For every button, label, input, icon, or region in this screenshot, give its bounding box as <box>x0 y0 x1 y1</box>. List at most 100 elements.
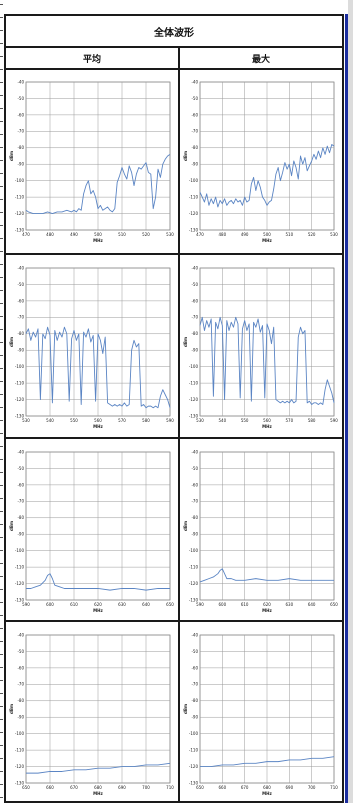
y-tick-label: -80 <box>17 145 24 150</box>
y-tick-label: -70 <box>191 315 198 320</box>
y-tick-label: -100 <box>15 548 25 553</box>
ruler-tick <box>0 732 3 733</box>
ruler-tick <box>0 238 3 239</box>
ruler-tick <box>0 329 3 330</box>
ruler-tick <box>0 82 3 83</box>
ruler-tick <box>0 472 3 473</box>
ruler-tick <box>0 563 3 564</box>
y-tick-label: -60 <box>17 298 24 303</box>
x-axis-label: MHz <box>93 238 103 243</box>
y-tick-label: -120 <box>15 581 25 586</box>
spectrum-chart-r3-avg: -40 -50 -60 -70 -80 -90 -100 -110 -120 -130 590 600… <box>8 442 176 618</box>
x-axis-label: MHz <box>93 791 103 796</box>
y-tick-label: -80 <box>191 145 198 150</box>
column-header-average: 平均 <box>6 48 178 70</box>
ruler-tick <box>0 420 3 421</box>
spectrum-chart-r2-avg: -40 -50 -60 -70 -80 -90 -100 -110 -120 -130 530 540… <box>8 258 176 434</box>
y-tick-label: -90 <box>17 162 24 167</box>
x-tick-label: 530 <box>330 232 338 237</box>
ruler-tick <box>0 745 3 746</box>
x-tick-label: 710 <box>330 785 338 790</box>
ruler-tick <box>0 680 3 681</box>
y-tick-label: -60 <box>191 112 198 117</box>
row-divider <box>6 437 342 439</box>
series-line <box>26 762 171 774</box>
ruler-tick <box>0 615 3 616</box>
y-tick-label: -100 <box>189 731 199 736</box>
series-line <box>200 756 335 768</box>
column-divider <box>178 48 180 803</box>
x-tick-label: 700 <box>142 785 150 790</box>
y-tick-label: -110 <box>189 565 199 570</box>
table-title: 全体波形 <box>6 16 342 48</box>
x-tick-label: 650 <box>330 602 338 607</box>
x-tick-label: 550 <box>70 418 78 423</box>
x-tick-label: 660 <box>219 785 227 790</box>
y-axis-label: dBm <box>9 151 14 161</box>
y-tick-label: -80 <box>17 698 24 703</box>
ruler-tick <box>0 277 3 278</box>
y-axis-label: dBm <box>183 151 188 161</box>
x-tick-label: 470 <box>196 232 204 237</box>
x-tick-label: 680 <box>263 785 271 790</box>
x-tick-label: 640 <box>142 602 150 607</box>
y-tick-label: -100 <box>189 178 199 183</box>
y-tick-label: -120 <box>15 211 25 216</box>
ruler-tick <box>0 108 3 109</box>
series-line <box>25 326 171 409</box>
y-tick-label: -70 <box>17 682 24 687</box>
x-axis-label: MHz <box>262 608 272 613</box>
y-tick-label: -130 <box>15 227 25 232</box>
series-line <box>25 153 171 215</box>
x-tick-label: 490 <box>70 232 78 237</box>
ruler-tick <box>0 264 3 265</box>
ruler-tick <box>0 147 3 148</box>
x-tick-label: 510 <box>118 232 126 237</box>
y-tick-label: -90 <box>17 348 24 353</box>
ruler-tick <box>0 303 3 304</box>
ruler-tick <box>0 316 3 317</box>
x-tick-label: 660 <box>46 785 54 790</box>
y-tick-label: -60 <box>17 482 24 487</box>
y-tick-label: -90 <box>191 348 198 353</box>
x-tick-label: 580 <box>142 418 150 423</box>
y-tick-label: -70 <box>17 499 24 504</box>
y-tick-label: -110 <box>15 565 25 570</box>
x-tick-label: 510 <box>286 232 294 237</box>
y-tick-label: -120 <box>189 764 199 769</box>
y-tick-label: -110 <box>15 381 25 386</box>
y-tick-label: -60 <box>191 665 198 670</box>
y-tick-label: -50 <box>17 96 24 101</box>
x-axis-label: MHz <box>262 424 272 429</box>
ruler-tick <box>0 628 3 629</box>
series-line <box>199 568 334 583</box>
x-tick-label: 560 <box>263 418 271 423</box>
x-axis-label: MHz <box>93 424 103 429</box>
x-tick-label: 480 <box>46 232 54 237</box>
x-tick-label: 540 <box>219 418 227 423</box>
x-tick-label: 540 <box>46 418 54 423</box>
series-line <box>199 316 335 405</box>
x-tick-label: 570 <box>286 418 294 423</box>
x-tick-label: 500 <box>263 232 271 237</box>
x-tick-label: 530 <box>196 418 204 423</box>
y-tick-label: -40 <box>191 79 198 84</box>
y-tick-label: -50 <box>191 649 198 654</box>
x-tick-label: 590 <box>166 418 174 423</box>
y-axis-label: dBm <box>183 704 188 714</box>
y-tick-label: -70 <box>191 129 198 134</box>
left-ruler <box>0 0 3 803</box>
y-axis-label: dBm <box>9 337 14 347</box>
x-tick-label: 550 <box>241 418 249 423</box>
x-tick-label: 590 <box>330 418 338 423</box>
y-tick-label: -110 <box>189 195 199 200</box>
y-tick-label: -80 <box>17 331 24 336</box>
y-tick-label: -100 <box>189 364 199 369</box>
y-tick-label: -110 <box>189 381 199 386</box>
y-tick-label: -130 <box>15 597 25 602</box>
y-tick-label: -70 <box>191 499 198 504</box>
